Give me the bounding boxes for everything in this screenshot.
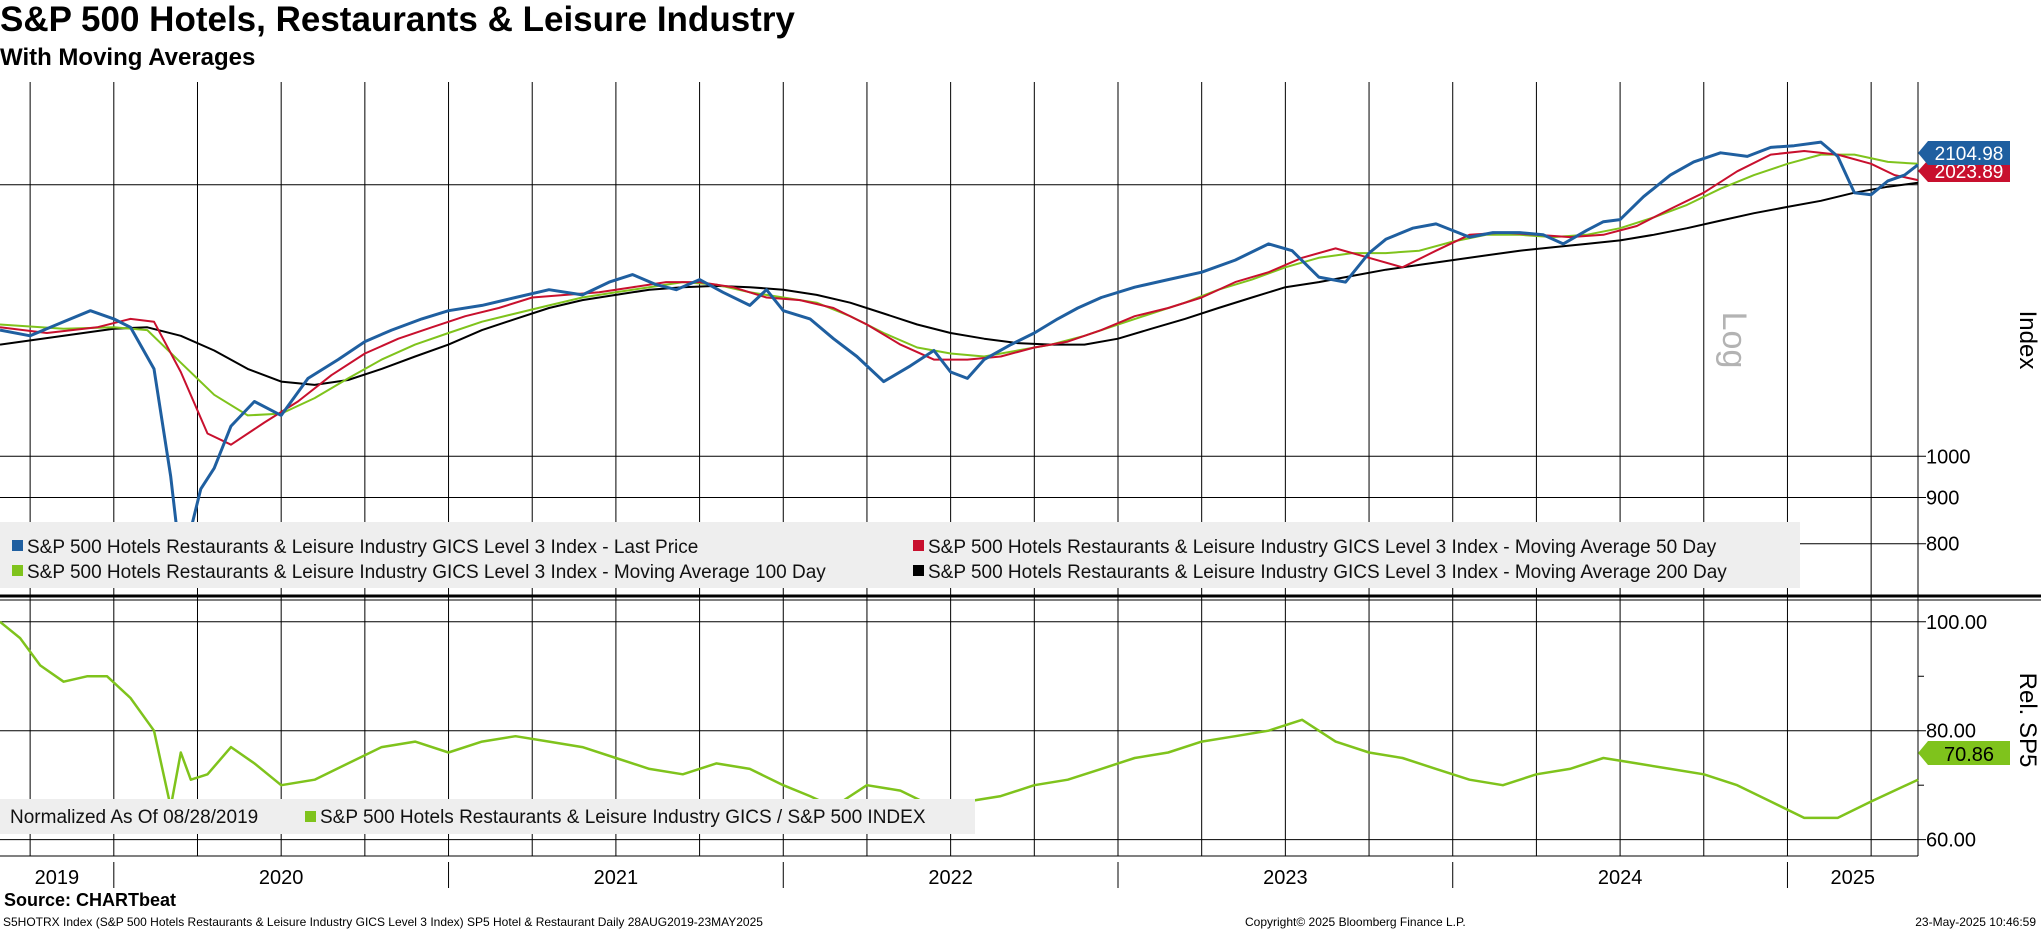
x-tick-label: 2023 xyxy=(1263,867,1308,889)
upper-y-label-scale: Log xyxy=(1715,312,1753,369)
legend-swatch-ma50 xyxy=(913,540,924,551)
legend-swatch-ma200 xyxy=(913,565,924,576)
series-line-price xyxy=(0,140,1919,566)
series-line-ma50 xyxy=(0,150,1919,446)
legend-label-normalized: Normalized As Of 08/28/2019 xyxy=(10,807,258,828)
legend-swatch-price xyxy=(12,540,23,551)
upper-legend-box xyxy=(0,522,1800,588)
x-tick-label: 2024 xyxy=(1598,867,1643,889)
ma50-last-tag: 2023.89 xyxy=(1935,162,2004,183)
source-note: Source: CHARTbeat xyxy=(4,890,177,910)
legend-label-ma100: S&P 500 Hotels Restaurants & Leisure Ind… xyxy=(27,562,826,583)
legend-swatch-ma100 xyxy=(12,565,23,576)
x-axis: 2019 2020 2021 2022 2023 2024 2025 xyxy=(35,862,1875,889)
rel-last-tag: 70.86 xyxy=(1944,744,1994,766)
x-tick-label: 2025 xyxy=(1830,867,1875,889)
gridlines: 1000 900 800 100.00 80.00 60.00 xyxy=(0,82,1987,856)
series-line-ma200 xyxy=(0,181,1919,386)
footer-description: S5HOTRX Index (S&P 500 Hotels Restaurant… xyxy=(3,915,763,929)
series-line-ma100 xyxy=(0,153,1919,417)
lower-y-tick-label: 100.00 xyxy=(1926,612,1987,634)
legend-label-ma50: S&P 500 Hotels Restaurants & Leisure Ind… xyxy=(928,537,1717,558)
lower-legend-box xyxy=(0,799,975,834)
legend-swatch-rel xyxy=(305,811,316,822)
upper-y-tick-label: 800 xyxy=(1926,534,1959,556)
legend-label-rel: S&P 500 Hotels Restaurants & Leisure Ind… xyxy=(320,807,926,828)
legend-label-ma200: S&P 500 Hotels Restaurants & Leisure Ind… xyxy=(928,562,1727,583)
upper-y-label: Index xyxy=(2014,311,2041,370)
rel-last-tag-shape xyxy=(1918,741,2010,765)
x-tick-label: 2019 xyxy=(35,867,80,889)
chart-title: S&P 500 Hotels, Restaurants & Leisure In… xyxy=(0,0,795,39)
series-line-rel xyxy=(0,620,1919,820)
footer-copyright: Copyright© 2025 Bloomberg Finance L.P. xyxy=(1245,915,1466,929)
lower-y-tick-label: 60.00 xyxy=(1926,830,1976,852)
lower-y-label: Rel. SP5 xyxy=(2014,673,2041,768)
ma50-last-tag-shape xyxy=(1918,160,2010,182)
x-tick-label: 2020 xyxy=(259,867,304,889)
series-lines xyxy=(0,140,1919,820)
price-last-tag: 2104.98 xyxy=(1935,144,2004,165)
upper-y-tick-label: 1000 xyxy=(1926,446,1971,468)
legend-label-price: S&P 500 Hotels Restaurants & Leisure Ind… xyxy=(27,537,698,558)
lower-y-tick-label: 80.00 xyxy=(1926,721,1976,743)
price-last-tag-shape xyxy=(1918,141,2010,165)
footer-timestamp: 23-May-2025 10:46:59 xyxy=(1915,915,2036,929)
x-tick-label: 2022 xyxy=(928,867,973,889)
upper-y-tick-label: 900 xyxy=(1926,488,1959,510)
x-tick-label: 2021 xyxy=(594,867,639,889)
chart-subtitle: With Moving Averages xyxy=(0,44,256,71)
